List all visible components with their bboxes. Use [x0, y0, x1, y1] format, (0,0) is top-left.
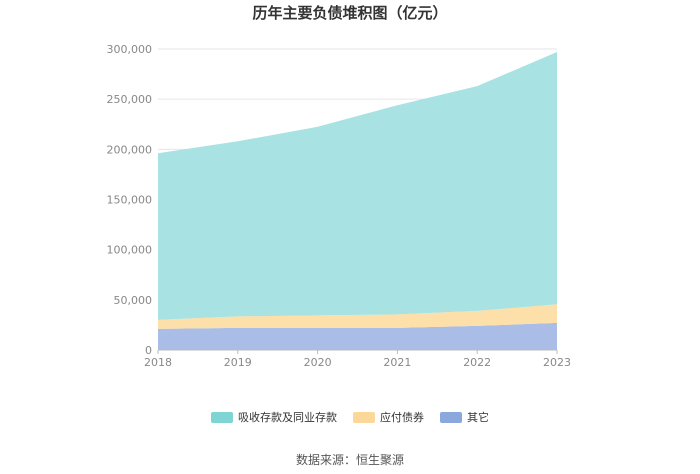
y-tick-label: 100,000 — [107, 244, 153, 257]
y-tick-label: 150,000 — [107, 194, 153, 207]
area-deposits[interactable] — [158, 52, 557, 320]
x-tick-label: 2021 — [383, 356, 411, 369]
legend-label-bonds: 应付债券 — [380, 411, 424, 424]
x-tick-label: 2022 — [463, 356, 491, 369]
area-other[interactable] — [158, 322, 557, 350]
x-tick-label: 2019 — [224, 356, 252, 369]
legend-swatch-bonds — [353, 411, 375, 423]
legend-swatch-deposits — [211, 411, 233, 423]
legend-item-other[interactable]: 其它 — [440, 409, 489, 425]
y-tick-label: 200,000 — [107, 143, 153, 156]
y-tick-label: 300,000 — [107, 43, 153, 56]
area-bonds[interactable] — [158, 304, 557, 329]
axes: 0 50,000 100,000 150,000 200,000 250,000 300,0… — [107, 43, 572, 369]
legend: 吸收存款及同业存款 应付债券 其它 — [0, 409, 700, 425]
legend-swatch-other — [440, 411, 462, 423]
legend-item-deposits[interactable]: 吸收存款及同业存款 — [211, 409, 337, 425]
legend-label-deposits: 吸收存款及同业存款 — [238, 411, 337, 424]
source-note: 数据来源：恒生聚源 — [295, 453, 404, 467]
x-tick-label: 2020 — [304, 356, 332, 369]
legend-item-bonds[interactable]: 应付债券 — [353, 409, 424, 425]
y-tick-label: 0 — [145, 344, 152, 357]
y-tick-label: 50,000 — [114, 294, 153, 307]
area-series — [158, 52, 557, 350]
y-tick-label: 250,000 — [107, 93, 153, 106]
x-tick-label: 2018 — [144, 356, 172, 369]
legend-label-other: 其它 — [467, 411, 489, 424]
chart-title: 历年主要负债堆积图（亿元） — [252, 4, 448, 22]
x-tick-label: 2023 — [543, 356, 571, 369]
